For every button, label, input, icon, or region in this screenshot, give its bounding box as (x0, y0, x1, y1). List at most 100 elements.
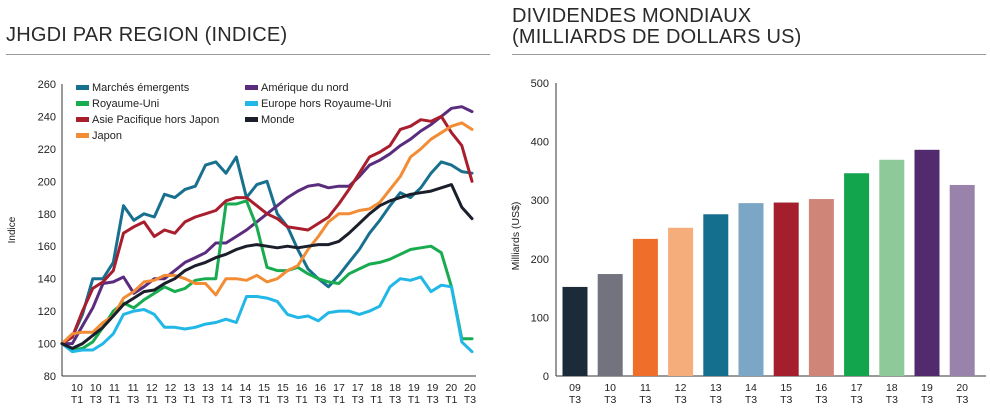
bar (949, 184, 975, 376)
x-tick-quarter: T3 (389, 394, 401, 406)
legend-swatch (245, 85, 258, 90)
legend-swatch (76, 85, 89, 90)
x-tick-quarter: T3 (127, 394, 139, 406)
x-tick-year: 18 (371, 382, 383, 394)
x-tick-year: 12 (146, 382, 158, 394)
x-tick-year: 10 (604, 382, 616, 394)
x-tick-quarter: T1 (221, 394, 233, 406)
x-tick-year: 11 (128, 382, 139, 394)
x-tick-year: 15 (258, 382, 270, 394)
bar (879, 159, 905, 376)
x-tick-year: 13 (202, 382, 214, 394)
legend-label: Monde (261, 114, 295, 126)
legend-label: Royaume-Uni (92, 98, 159, 110)
y-tick-label: 200 (531, 254, 549, 266)
legend-swatch (245, 101, 258, 106)
legend-swatch (76, 101, 89, 106)
bar (562, 286, 588, 376)
x-tick-quarter: T1 (183, 394, 195, 406)
x-tick-year: 15 (780, 382, 792, 394)
y-tick-label: 200 (38, 176, 56, 188)
x-tick-quarter: T3 (674, 394, 686, 406)
x-tick-year: 20 (956, 382, 968, 394)
x-tick-quarter: T1 (445, 394, 457, 406)
x-tick-year: 14 (221, 382, 233, 394)
x-tick-quarter: T3 (239, 394, 251, 406)
bar (738, 203, 764, 376)
bar (808, 199, 834, 376)
x-tick-year: 13 (183, 382, 195, 394)
bar (844, 173, 870, 376)
x-tick-year: 19 (427, 382, 439, 394)
line-chart: 80100120140160180200220240260Indice10T11… (7, 79, 476, 406)
x-tick-year: 11 (109, 382, 120, 394)
bar (703, 214, 729, 376)
legend-label: Japon (92, 130, 122, 142)
legend-label: Asie Pacifique hors Japon (92, 114, 219, 126)
y-tick-label: 140 (38, 274, 56, 286)
bar (668, 227, 694, 376)
x-tick-year: 10 (71, 382, 83, 394)
x-tick-year: 17 (352, 382, 364, 394)
x-tick-year: 12 (675, 382, 687, 394)
x-tick-year: 19 (408, 382, 420, 394)
bar (632, 238, 658, 376)
x-tick-year: 20 (445, 382, 457, 394)
y-tick-label: 300 (531, 195, 549, 207)
right-chart-title-line-1: DIVIDENDES MONDIAUX (512, 5, 752, 27)
x-tick-quarter: T3 (569, 394, 581, 406)
x-tick-quarter: T3 (710, 394, 722, 406)
legend-swatch (245, 117, 258, 122)
x-tick-quarter: T3 (815, 394, 827, 406)
left-chart-title: JHGDI PAR REGION (INDICE) (6, 24, 288, 46)
x-tick-year: 18 (389, 382, 401, 394)
x-tick-year: 13 (710, 382, 722, 394)
x-tick-quarter: T3 (90, 394, 102, 406)
y-tick-label: 180 (38, 209, 56, 221)
right-chart-title-line-2: (MILLIARDS DE DOLLARS US) (512, 26, 802, 48)
legend-label: Marchés émergents (92, 82, 190, 94)
x-tick-quarter: T3 (426, 394, 438, 406)
y-tick-label: 500 (531, 78, 549, 90)
legend-swatch (76, 117, 89, 122)
x-tick-quarter: T3 (886, 394, 898, 406)
x-tick-quarter: T1 (370, 394, 382, 406)
x-tick-quarter: T1 (295, 394, 307, 406)
x-tick-year: 12 (165, 382, 177, 394)
x-tick-quarter: T3 (464, 394, 476, 406)
y-tick-label: 400 (531, 137, 549, 149)
legend-swatch (76, 133, 89, 138)
series-line-japon (60, 121, 474, 346)
y-tick-label: 100 (531, 312, 549, 324)
x-tick-year: 09 (569, 382, 581, 394)
x-tick-quarter: T3 (639, 394, 651, 406)
x-tick-quarter: T3 (850, 394, 862, 406)
x-tick-quarter: T3 (956, 394, 968, 406)
bar (914, 149, 940, 376)
x-tick-year: 16 (314, 382, 326, 394)
x-tick-quarter: T3 (604, 394, 616, 406)
series-line-europe-hors-royaume-uni (60, 275, 474, 354)
x-tick-year: 10 (90, 382, 102, 394)
x-tick-year: 15 (277, 382, 289, 394)
x-tick-quarter: T1 (408, 394, 420, 406)
y-tick-label: 160 (38, 241, 56, 253)
x-tick-year: 20 (464, 382, 476, 394)
series-line-monde (60, 183, 474, 350)
legend-label: Europe hors Royaume-Uni (261, 98, 391, 110)
x-tick-year: 16 (296, 382, 308, 394)
bar (597, 274, 623, 376)
x-tick-quarter: T3 (780, 394, 792, 406)
y-axis-title: Milliards (US$) (510, 202, 522, 271)
x-tick-quarter: T3 (277, 394, 289, 406)
y-tick-label: 80 (44, 371, 56, 383)
x-tick-quarter: T3 (202, 394, 214, 406)
x-tick-quarter: T3 (164, 394, 176, 406)
y-tick-label: 220 (38, 144, 56, 156)
x-tick-quarter: T3 (921, 394, 933, 406)
x-tick-quarter: T1 (71, 394, 83, 406)
y-tick-label: 120 (38, 306, 56, 318)
right-title-divider (512, 54, 986, 55)
x-tick-quarter: T1 (108, 394, 120, 406)
